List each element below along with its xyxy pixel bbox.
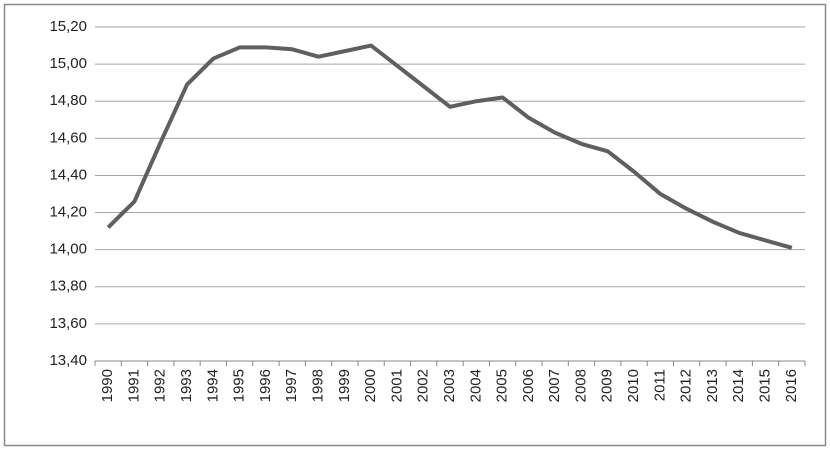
x-tick-label: 2007 [546,369,563,402]
x-tick-label: 2011 [651,369,668,401]
x-tick-label: 2006 [520,369,537,402]
data-line [106,43,793,250]
x-tick-label: 1994 [204,369,221,402]
x-tick-label: 2012 [678,369,695,402]
x-tick-label: 1991 [125,369,142,402]
x-tick-label: 1996 [257,369,274,402]
y-tick-label: 14,20 [49,204,87,221]
y-tick-label: 13,60 [49,315,87,332]
x-tick-label: 2014 [730,369,747,402]
x-tick-label: 1995 [231,369,248,402]
x-tick-label: 1990 [99,369,116,402]
x-tick-label: 1993 [178,369,195,402]
x-tick-label: 1997 [283,369,300,402]
x-tick-label: 2005 [494,369,511,402]
y-tick-label: 14,40 [49,166,87,183]
y-tick-label: 14,80 [49,92,87,109]
x-tick-label: 2000 [362,369,379,402]
y-tick-label: 13,80 [49,278,87,295]
x-tick-label: 2004 [467,369,484,402]
x-tick-label: 2010 [625,369,642,402]
x-tick-label: 2008 [572,369,589,402]
y-tick-label: 14,60 [49,129,87,146]
x-tick-label: 2009 [599,369,616,402]
x-tick-label: 1998 [309,369,326,402]
x-tick-label: 2003 [441,369,458,402]
y-tick-label: 14,00 [49,241,87,258]
x-tick-label: 2002 [415,369,432,402]
x-tick-label: 2016 [783,369,800,402]
x-tick-label: 2013 [704,369,721,402]
y-tick-label: 15,20 [49,18,87,35]
y-tick-label: 15,00 [49,55,87,72]
x-tick-label: 2015 [757,369,774,402]
x-tick-label: 2001 [388,369,405,402]
y-tick-label: 13,40 [49,352,87,369]
x-tick-label: 1999 [336,369,353,402]
x-tick-label: 1992 [152,369,169,402]
